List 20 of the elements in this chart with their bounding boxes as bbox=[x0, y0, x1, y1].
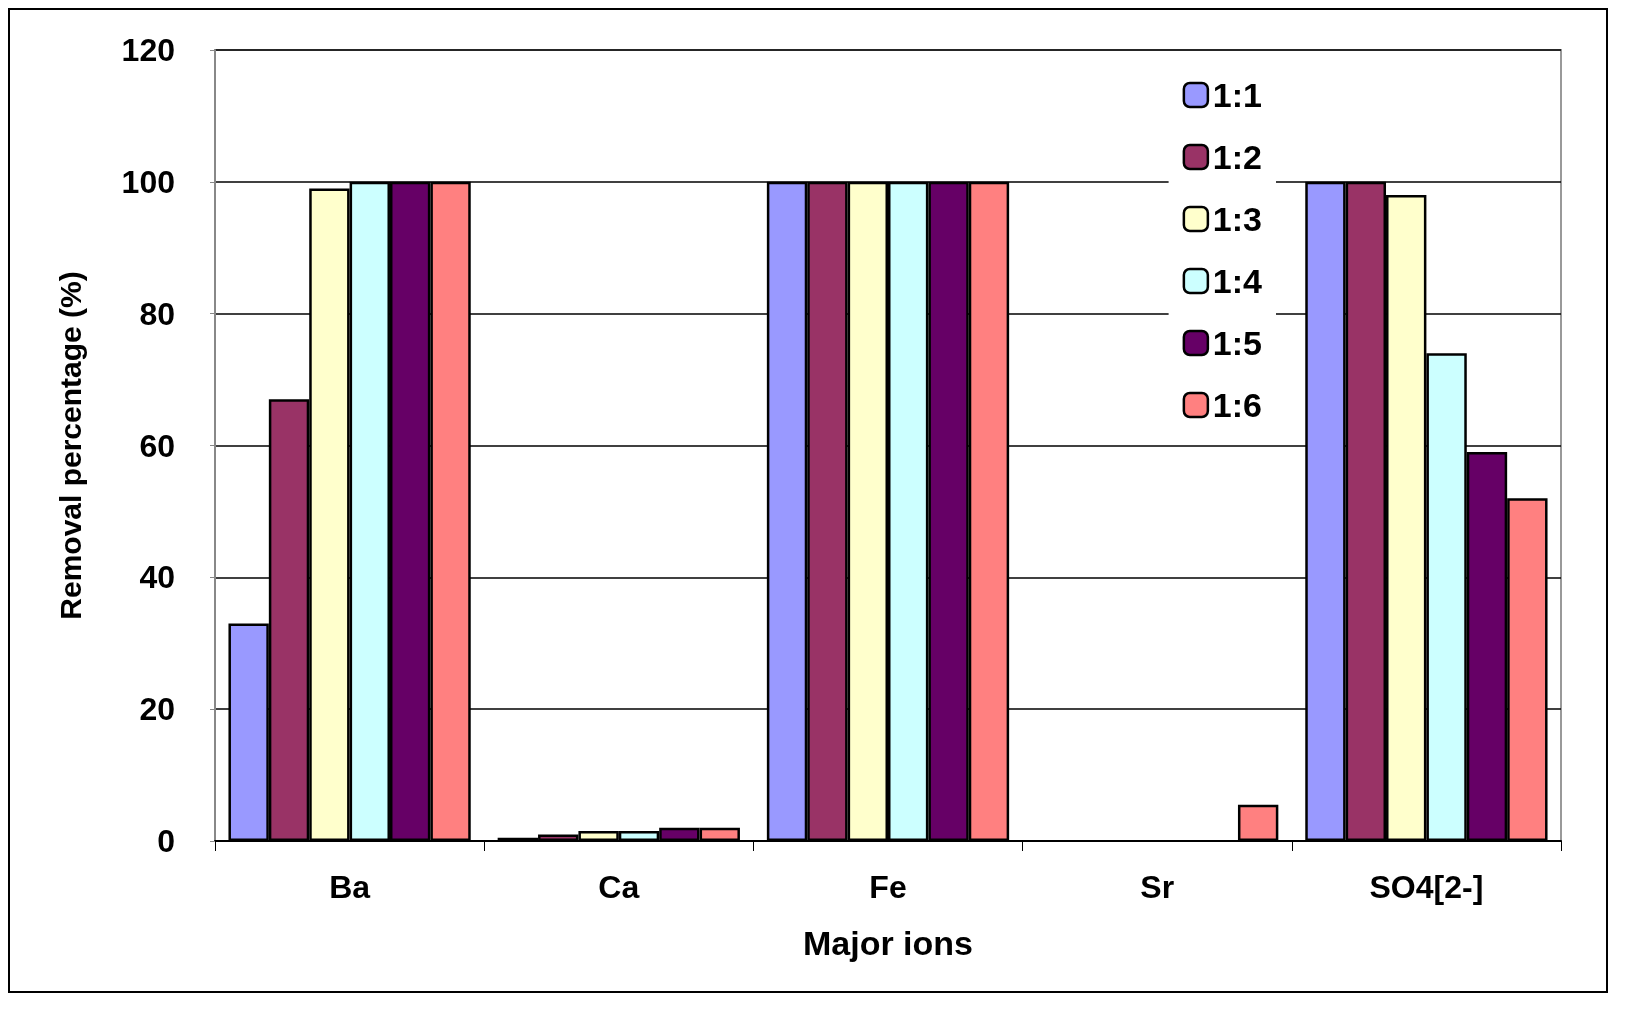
x-tick-label: Ba bbox=[329, 869, 371, 905]
x-tick-label: SO4[2-] bbox=[1369, 869, 1484, 905]
legend-label: 1:5 bbox=[1212, 324, 1262, 362]
x-tick-label: Sr bbox=[1140, 869, 1175, 905]
x-tick-label: Ca bbox=[598, 869, 640, 905]
legend-label: 1:3 bbox=[1212, 200, 1262, 238]
y-tick-label: 0 bbox=[157, 823, 175, 859]
legend-label: 1:1 bbox=[1212, 76, 1262, 114]
x-axis-title: Major ions bbox=[802, 924, 974, 962]
legend-label: 1:6 bbox=[1212, 386, 1262, 424]
legend-label: 1:2 bbox=[1212, 138, 1262, 176]
y-tick-label: 20 bbox=[139, 691, 175, 728]
y-tick-label: 80 bbox=[139, 295, 175, 332]
y-tick-label: 100 bbox=[121, 163, 175, 200]
y-tick-label: 40 bbox=[139, 559, 175, 596]
y-tick-label: 120 bbox=[121, 32, 175, 68]
x-tick-label: Fe bbox=[869, 869, 907, 905]
y-axis-title: Removal percentage (%) bbox=[53, 271, 87, 620]
y-tick-label: 60 bbox=[139, 427, 175, 464]
legend-label: 1:4 bbox=[1212, 262, 1263, 300]
